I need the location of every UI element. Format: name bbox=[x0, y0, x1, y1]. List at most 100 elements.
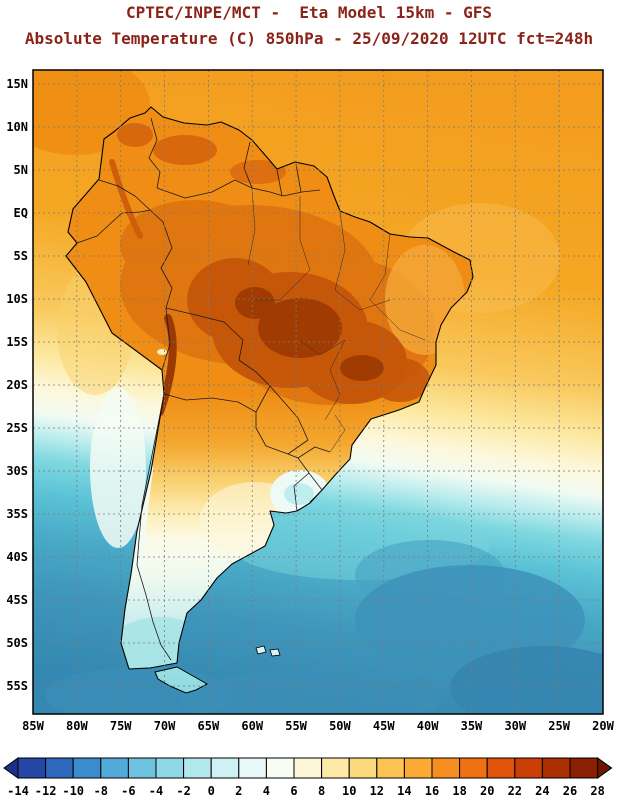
lat-tick-label: EQ bbox=[14, 206, 28, 220]
lat-tick-label: 10S bbox=[6, 292, 28, 306]
map-field bbox=[33, 70, 603, 714]
colorbar-tick-label: 4 bbox=[263, 784, 270, 798]
colorbar-segment bbox=[569, 757, 599, 779]
lat-tick-label: 30S bbox=[6, 464, 28, 478]
colorbar-tick-label: 12 bbox=[370, 784, 384, 798]
land-temp-blob bbox=[117, 123, 153, 147]
lat-tick-label: 25S bbox=[6, 421, 28, 435]
andes-hot-stripe bbox=[156, 314, 177, 416]
colorbar-tick-label: 20 bbox=[480, 784, 494, 798]
tierra-del-fuego-island bbox=[154, 666, 209, 694]
land-temp-blob bbox=[370, 358, 430, 402]
colorbar-tick-label: -12 bbox=[35, 784, 57, 798]
colorbar-tick-label: -4 bbox=[149, 784, 163, 798]
axis-labels: 85W 80W 75W 70W 65W 60W 55W 50W 45W 40W 35W 30W 25W 2… bbox=[6, 77, 614, 733]
colorbar-segment bbox=[541, 757, 571, 779]
map-titles: CPTEC/INPE/MCT - Eta Model 15km - GFS Ab… bbox=[0, 0, 618, 52]
falkland-island-west bbox=[255, 645, 267, 655]
colorbar-segment bbox=[17, 757, 47, 779]
colorbar-segment bbox=[265, 757, 295, 779]
colorbar-tick-label: 26 bbox=[563, 784, 577, 798]
colorbar-tick-label: -14 bbox=[7, 784, 29, 798]
colorbar-tick-label: 18 bbox=[452, 784, 466, 798]
colorbar-tick-label: 6 bbox=[290, 784, 297, 798]
colorbar-segment bbox=[127, 757, 157, 779]
falkland-island-east bbox=[269, 648, 281, 657]
colorbar-tick-label: 8 bbox=[318, 784, 325, 798]
lon-tick-label: 80W bbox=[66, 719, 88, 733]
lon-tick-label: 55W bbox=[285, 719, 307, 733]
lon-tick-label: 50W bbox=[329, 719, 351, 733]
colorbar-segment bbox=[403, 757, 433, 779]
colorbar-tick-label: 16 bbox=[425, 784, 439, 798]
ocean-temp-blobs bbox=[33, 70, 603, 714]
lon-tick-label: 70W bbox=[154, 719, 176, 733]
land-temp-blob bbox=[284, 483, 314, 505]
lon-tick-label: 60W bbox=[241, 719, 263, 733]
colorbar-tick-label: 14 bbox=[397, 784, 411, 798]
land-temp-blob bbox=[235, 287, 275, 319]
colorbar-segment bbox=[293, 757, 323, 779]
colorbar-left-arrow bbox=[3, 757, 19, 779]
land-temp-blob bbox=[340, 355, 384, 381]
colorbar-segment bbox=[45, 757, 74, 779]
colorbar-segment bbox=[348, 757, 378, 779]
colorbar-segment bbox=[155, 757, 185, 779]
colorbar-tick-label: 24 bbox=[535, 784, 549, 798]
colorbar-tick-label: 10 bbox=[342, 784, 356, 798]
lat-tick-label: 15N bbox=[6, 77, 28, 91]
lat-tick-label: 40S bbox=[6, 550, 28, 564]
land-temp-blob bbox=[153, 135, 217, 165]
colorbar-segment bbox=[238, 757, 267, 779]
colorbar-tick-label: -6 bbox=[121, 784, 135, 798]
colorbar-segment bbox=[100, 757, 129, 779]
lon-tick-label: 85W bbox=[22, 719, 44, 733]
colorbar-segment bbox=[431, 757, 461, 779]
coastline bbox=[65, 106, 474, 670]
lat-tick-label: 15S bbox=[6, 335, 28, 349]
colorbar-segment bbox=[72, 757, 102, 779]
colorbar-segment bbox=[514, 757, 543, 779]
lon-tick-label: 65W bbox=[198, 719, 220, 733]
colorbar-segment bbox=[183, 757, 212, 779]
colorbar-segment bbox=[321, 757, 350, 779]
colorbar-right-arrow bbox=[597, 757, 613, 779]
colorbar-segment bbox=[486, 757, 516, 779]
map-frame bbox=[32, 69, 604, 715]
lon-tick-label: 30W bbox=[504, 719, 526, 733]
ocean-temp-blob bbox=[90, 388, 146, 548]
lat-tick-label: 10N bbox=[6, 120, 28, 134]
lat-tick-label: 55S bbox=[6, 679, 28, 693]
land-temp-blob bbox=[187, 258, 283, 342]
colorbar-segment bbox=[459, 757, 488, 779]
state-borders bbox=[247, 187, 426, 453]
ocean-temp-blob bbox=[450, 646, 603, 714]
lon-tick-label: 40W bbox=[417, 719, 439, 733]
colorbar-tick-label: -2 bbox=[176, 784, 190, 798]
colorbar-tick-label: -8 bbox=[94, 784, 108, 798]
map-title-line2: Absolute Temperature (C) 850hPa - 25/09/… bbox=[24, 29, 594, 48]
colorbar-segment bbox=[376, 757, 405, 779]
land-temp-blobs bbox=[90, 123, 465, 669]
colorbar-tick-label: 28 bbox=[590, 784, 604, 798]
lat-tick-label: 5N bbox=[14, 163, 28, 177]
lon-tick-label: 25W bbox=[548, 719, 570, 733]
lat-tick-label: 5S bbox=[14, 249, 28, 263]
graticule bbox=[32, 70, 604, 714]
colorbar-tick-label: 0 bbox=[208, 784, 215, 798]
colorbar-segment bbox=[210, 757, 240, 779]
ocean-temp-blob bbox=[180, 670, 440, 714]
land-temp-blob bbox=[230, 160, 286, 184]
lat-tick-label: 35S bbox=[6, 507, 28, 521]
map-title-line1: CPTEC/INPE/MCT - Eta Model 15km - GFS bbox=[125, 3, 493, 22]
lon-tick-label: 75W bbox=[110, 719, 132, 733]
lake-titicaca bbox=[157, 349, 167, 355]
land-temp-blob bbox=[258, 298, 342, 358]
lat-tick-label: 45S bbox=[6, 593, 28, 607]
lon-tick-label: 35W bbox=[461, 719, 483, 733]
lat-tick-label: 50S bbox=[6, 636, 28, 650]
lat-tick-label: 20S bbox=[6, 378, 28, 392]
colorbar-tick-label: 2 bbox=[235, 784, 242, 798]
